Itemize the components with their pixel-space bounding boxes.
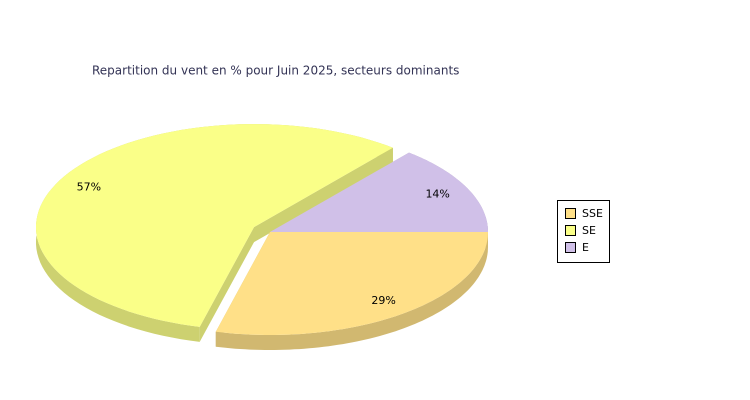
data-label: 29% [371,294,395,307]
legend-label: E [582,241,589,254]
legend-swatch [565,225,576,236]
legend: SSE SE E [565,207,603,254]
pie-labels: 14% 57% 29% [77,180,450,307]
slice-wall [199,227,254,342]
legend-swatch [565,242,576,253]
pie-tops [36,124,489,335]
data-label: 14% [425,188,449,201]
slice-wall [254,147,393,243]
slice [215,232,489,335]
legend-label: SSE [582,207,603,220]
slice-side [215,232,489,350]
data-label: 57% [77,180,101,193]
slice [36,124,393,327]
slice [270,152,488,232]
chart-title: Repartition du vent en % pour Juin 2025,… [92,64,459,78]
legend-label: SE [582,224,596,237]
legend-swatch [565,208,576,219]
